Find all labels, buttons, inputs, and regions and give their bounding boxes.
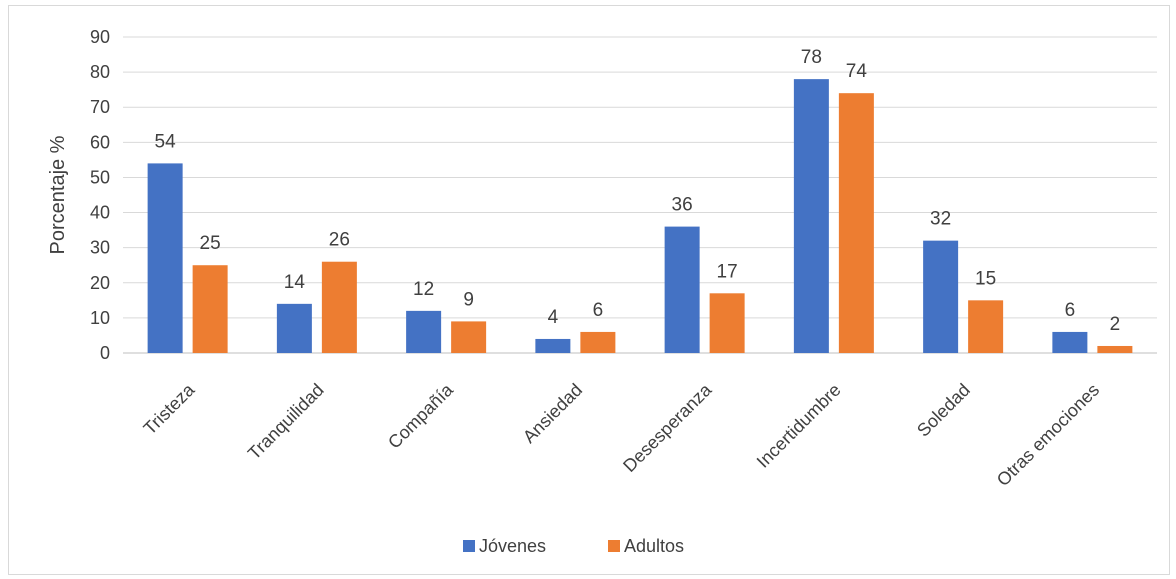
bar-jovenes — [793, 79, 829, 353]
data-label: 6 — [593, 300, 604, 321]
y-tick-label: 10 — [90, 308, 110, 328]
bars — [147, 79, 1133, 353]
bar-jovenes — [923, 240, 959, 353]
bar-adultos — [580, 331, 616, 353]
y-tick-label: 20 — [90, 273, 110, 293]
data-label: 26 — [329, 230, 350, 251]
data-label: 9 — [463, 289, 474, 310]
data-label: 32 — [930, 209, 951, 230]
x-category-label: Desesperanza — [619, 379, 716, 476]
x-category-label: Tranquilidad — [244, 380, 328, 464]
legend-swatch — [608, 540, 620, 552]
data-label: 4 — [548, 307, 559, 328]
bar-adultos — [1097, 345, 1133, 353]
bar-adultos — [709, 293, 745, 353]
bar-jovenes — [276, 303, 312, 353]
data-labels: 54 25 14 26 12 9 4 6 36 17 78 74 32 15 6 2 — [155, 47, 1121, 335]
x-category-label: Tristeza — [140, 379, 200, 439]
y-tick-label: 60 — [90, 132, 110, 152]
chart-frame: 0 10 20 30 40 50 60 70 80 90 54 25 14 26 12 9 4 6 36 17 78 7… — [8, 5, 1170, 575]
data-label: 74 — [846, 61, 868, 82]
bar-adultos — [838, 93, 874, 353]
data-label: 14 — [284, 272, 306, 293]
data-label: 15 — [975, 268, 996, 289]
x-category-label: Otras emociones — [993, 380, 1103, 490]
y-tick-label: 40 — [90, 203, 110, 223]
data-label: 25 — [200, 233, 221, 254]
x-axis-categories: Tristeza Tranquilidad Compañía Ansiedad Dese… — [140, 379, 1104, 490]
bar-jovenes — [147, 163, 183, 353]
x-category-label: Ansiedad — [519, 380, 586, 447]
y-tick-label: 30 — [90, 238, 110, 258]
bar-adultos — [968, 300, 1004, 353]
bar-adultos — [451, 321, 487, 353]
legend: Jóvenes Adultos — [463, 536, 684, 556]
legend-label: Jóvenes — [479, 536, 546, 556]
data-label: 6 — [1065, 300, 1076, 321]
legend-label: Adultos — [624, 536, 684, 556]
legend-swatch — [463, 540, 475, 552]
y-tick-label: 80 — [90, 62, 110, 82]
data-label: 54 — [155, 131, 177, 152]
y-tick-label: 0 — [100, 343, 110, 363]
bar-jovenes — [1052, 331, 1088, 353]
bar-jovenes — [406, 310, 442, 353]
data-label: 78 — [801, 47, 822, 68]
x-category-label: Incertidumbre — [753, 380, 845, 472]
bar-jovenes — [664, 226, 700, 353]
data-label: 17 — [717, 261, 738, 282]
data-label: 12 — [413, 279, 434, 300]
bar-adultos — [192, 265, 228, 353]
x-category-label: Compañía — [384, 379, 458, 453]
data-label: 2 — [1110, 314, 1121, 335]
bar-jovenes — [535, 338, 571, 353]
y-tick-label: 90 — [90, 27, 110, 47]
y-axis-ticks: 0 10 20 30 40 50 60 70 80 90 — [90, 27, 110, 363]
data-label: 36 — [672, 195, 693, 216]
x-category-label: Soledad — [913, 380, 974, 441]
y-tick-label: 50 — [90, 167, 110, 187]
y-axis-title: Porcentaje % — [47, 135, 69, 254]
bar-adultos — [321, 261, 357, 353]
y-tick-label: 70 — [90, 97, 110, 117]
